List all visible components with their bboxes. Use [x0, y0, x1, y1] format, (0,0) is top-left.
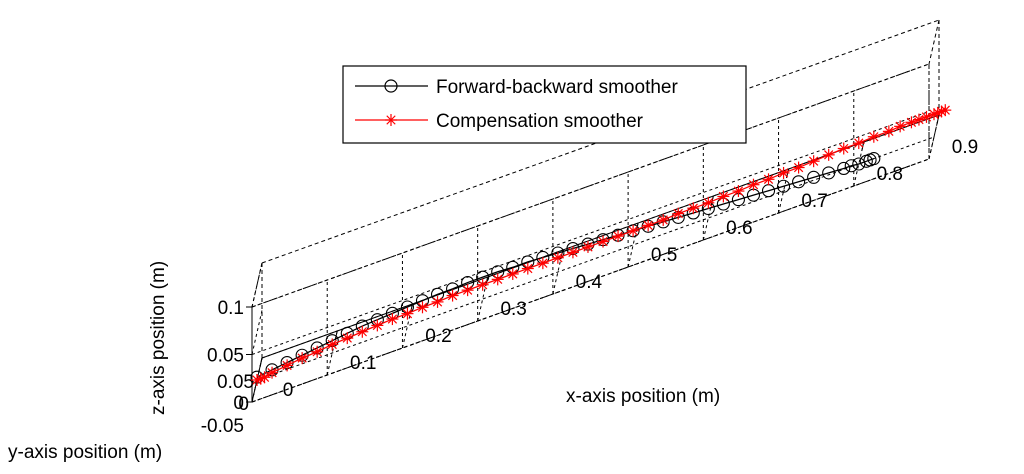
- data-point-compensation: [882, 125, 895, 138]
- data-point-compensation: [476, 278, 489, 291]
- data-point-forward-backward: [867, 152, 881, 166]
- data-point-compensation: [837, 142, 850, 155]
- data-point-compensation: [371, 319, 384, 332]
- x-tick-label: 0: [283, 380, 294, 401]
- data-point-forward-backward: [777, 179, 791, 193]
- box-edge: [251, 158, 930, 403]
- data-point-compensation: [326, 338, 339, 351]
- data-point-compensation: [807, 155, 820, 168]
- x-tick-label: 0.2: [425, 326, 451, 347]
- data-point-compensation: [296, 352, 309, 365]
- z-axis-label: z-axis position (m): [148, 261, 169, 415]
- z-tick-label: 0.05: [207, 346, 244, 367]
- legend-box: [342, 65, 747, 144]
- data-point-compensation: [672, 207, 685, 220]
- data-point-forward-backward: [822, 166, 836, 180]
- data-point-compensation: [536, 257, 549, 270]
- data-point-compensation: [461, 284, 474, 297]
- y-axis-label: y-axis position (m): [8, 442, 162, 463]
- data-point-compensation: [491, 273, 504, 286]
- data-point-compensation: [401, 307, 414, 320]
- data-point-compensation: [717, 190, 730, 203]
- z-tick-label: 0: [233, 393, 244, 414]
- data-point-compensation: [747, 178, 760, 191]
- box-edge: [251, 63, 930, 308]
- data-point-compensation: [506, 267, 519, 280]
- data-point-compensation: [356, 325, 369, 338]
- data-point-compensation: [822, 148, 835, 161]
- data-point-compensation: [341, 332, 354, 345]
- data-point-compensation: [702, 196, 715, 209]
- data-point-forward-backward: [852, 157, 866, 171]
- data-point-compensation: [642, 219, 655, 232]
- data-point-compensation: [732, 185, 745, 198]
- y-tick-label: -0.05: [201, 416, 244, 437]
- legend-asterisk-mark: [385, 114, 397, 126]
- data-point-compensation: [521, 262, 534, 275]
- grid-line-y: [256, 136, 935, 381]
- data-point-compensation: [566, 246, 579, 259]
- data-point-compensation: [258, 371, 271, 384]
- x-tick-label: 0.8: [877, 164, 903, 185]
- data-point-compensation: [939, 104, 952, 117]
- data-point-compensation: [551, 251, 564, 264]
- data-point-compensation: [627, 224, 640, 237]
- data-point-compensation: [657, 213, 670, 226]
- data-point-compensation: [612, 230, 625, 243]
- data-point-compensation: [762, 173, 775, 186]
- data-point-compensation: [581, 240, 594, 253]
- x-tick-label: 0.7: [801, 191, 827, 212]
- x-tick-label: 0.1: [350, 353, 376, 374]
- data-point-forward-backward: [837, 161, 851, 175]
- data-point-compensation: [792, 161, 805, 174]
- grid-line-z: [251, 310, 263, 355]
- legend-label-forward-backward: Forward-backward smoother: [436, 77, 678, 98]
- x-tick-mark: [259, 357, 263, 368]
- data-point-compensation: [281, 359, 294, 372]
- x-tick-label: 0.9: [952, 137, 978, 158]
- data-point-compensation: [446, 289, 459, 302]
- legend-marker-compensation: [385, 114, 397, 126]
- data-point-compensation: [311, 345, 324, 358]
- x-tick-label: 0.5: [651, 245, 677, 266]
- data-point-compensation: [687, 202, 700, 215]
- x-axis-label: x-axis position (m): [566, 386, 720, 407]
- grid-line-z: [251, 111, 930, 355]
- x-tick-label: 0.4: [576, 272, 603, 293]
- data-point-compensation: [597, 235, 610, 248]
- data-point-forward-backward: [807, 170, 821, 184]
- x-tick-label: 0.3: [500, 299, 526, 320]
- data-point-compensation: [867, 130, 880, 143]
- box-edge: [928, 19, 940, 65]
- data-point-compensation: [266, 366, 279, 379]
- y-tick-label: 0.05: [217, 372, 254, 393]
- data-series: [250, 104, 952, 386]
- tick-labels: 00.10.20.30.40.50.60.70.80.9-0.0500.0500…: [201, 114, 978, 437]
- data-point-compensation: [386, 313, 399, 326]
- data-point-forward-backward: [844, 159, 858, 173]
- x-tick-label: 0.6: [726, 218, 752, 239]
- z-tick-label: 0.1: [218, 298, 244, 319]
- legend-marker-forward-backward: [384, 79, 398, 93]
- data-point-compensation: [431, 295, 444, 308]
- data-point-forward-backward: [792, 175, 806, 189]
- data-point-compensation: [852, 137, 865, 150]
- grid-line-z: [251, 262, 263, 308]
- legend: Forward-backward smoother Compensation s…: [342, 65, 747, 144]
- data-point-compensation: [416, 301, 429, 314]
- y-tick-label: 0: [238, 394, 249, 415]
- legend-label-compensation: Compensation smoother: [436, 111, 644, 132]
- data-point-compensation: [777, 166, 790, 179]
- data-point-compensation: [894, 120, 907, 133]
- x-tick-mark: [936, 114, 940, 125]
